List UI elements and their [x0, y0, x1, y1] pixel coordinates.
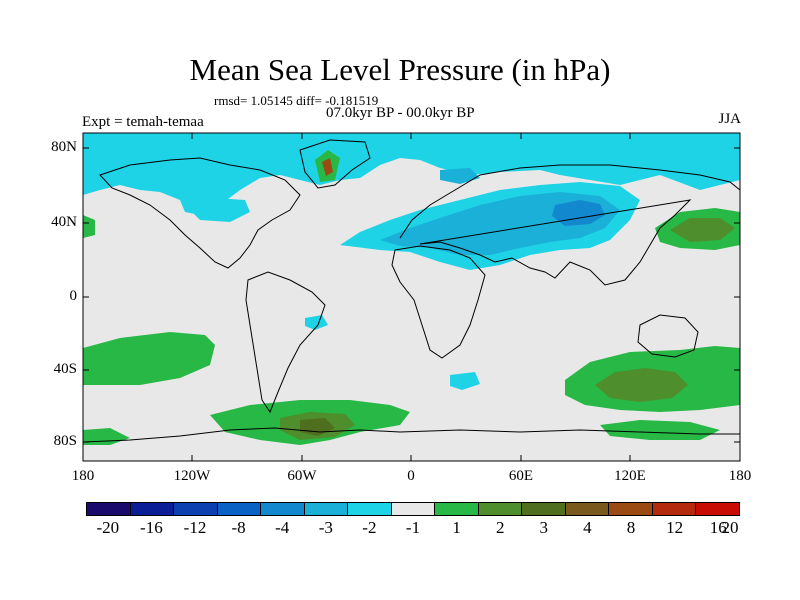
- colorbar-box: [609, 503, 653, 515]
- y-tick-label: 40N: [51, 214, 77, 230]
- x-tick-label: 120E: [614, 468, 646, 484]
- colorbar-box: [174, 503, 218, 515]
- colorbar-box: [261, 503, 305, 515]
- south-pacific-positive-region: [83, 332, 215, 385]
- colorbar-tick-label: 12: [666, 518, 684, 537]
- colorbar-tick-label: 16: [709, 518, 727, 537]
- colorbar: [86, 502, 740, 516]
- x-tick-label: 60W: [287, 468, 317, 484]
- colorbar-box: [87, 503, 131, 515]
- x-tick-label: 180: [71, 468, 95, 484]
- colorbar-tick-label: -12: [183, 518, 207, 537]
- colorbar-tick-label: -16: [140, 518, 163, 537]
- arctic-negative-region: [83, 133, 740, 215]
- y-tick-label: 40S: [53, 361, 77, 377]
- x-tick-label: 120W: [173, 468, 211, 484]
- antarctic-east-patch: [600, 420, 720, 440]
- colorbar-tick-label: -8: [231, 518, 246, 537]
- season-label: JJA: [718, 111, 741, 127]
- greenland-strong-patch: [322, 158, 333, 176]
- x-tick-label: 60E: [508, 468, 534, 484]
- colorbar-box: [478, 503, 523, 515]
- x-tick-label: 0: [407, 468, 415, 484]
- y-tick-label: 80S: [53, 433, 77, 449]
- axis-ticks: [82, 133, 741, 461]
- colorbar-box: [435, 503, 479, 515]
- colorbar-box: [130, 503, 175, 515]
- colorbar-tick-label: 1: [452, 518, 461, 537]
- colorbar-tick-label: 3: [539, 518, 549, 537]
- colorbar-box: [304, 503, 349, 515]
- colorbar-box: [696, 503, 739, 515]
- colorbar-tick-label: 8: [626, 518, 636, 537]
- colorbar-box: [565, 503, 610, 515]
- eurasia-core-region: [552, 200, 605, 226]
- map-title: Mean Sea Level Pressure (in hPa): [189, 52, 611, 87]
- south-america-coast: [245, 271, 326, 414]
- y-tick-label: 80N: [51, 139, 77, 155]
- stats-label: rmsd= 1.05145 diff= -0.181519: [214, 93, 379, 108]
- australia-coast: [637, 314, 699, 358]
- southern-ocean-negative-patch: [450, 372, 480, 390]
- colorbar-box: [217, 503, 262, 515]
- colorbar-tick-label: 20: [721, 518, 739, 537]
- y-tick-label: 0: [69, 288, 78, 304]
- x-tick-label: 180: [728, 468, 752, 484]
- colorbar-box: [391, 503, 436, 515]
- experiment-label: Expt = temah-temaa: [82, 114, 204, 130]
- north-america-coast: [99, 157, 301, 269]
- north-pacific-core: [670, 218, 735, 242]
- colorbar-tick-label: -4: [275, 518, 290, 537]
- europe-asia-coast: [399, 164, 740, 286]
- arctic-blue-patch: [440, 168, 480, 184]
- north-atlantic-negative-patch: [185, 198, 250, 222]
- colorbar-box: [652, 503, 697, 515]
- south-atlantic-negative-patch: [305, 315, 328, 330]
- colorbar-tick-label: 4: [583, 518, 592, 537]
- east-pacific-edge-patch: [83, 215, 95, 238]
- antarctica-coast: [83, 427, 740, 443]
- colorbar-box: [348, 503, 392, 515]
- colorbar-tick-label: -2: [362, 518, 377, 537]
- pressure-field: [83, 133, 740, 445]
- colorbar-box: [522, 503, 566, 515]
- period-label: 07.0kyr BP - 00.0kyr BP: [326, 105, 475, 121]
- colorbar-tick-label: -3: [318, 518, 333, 537]
- colorbar-tick-label: -20: [96, 518, 120, 537]
- south-indian-core: [595, 368, 688, 402]
- greenland-coast: [299, 139, 371, 189]
- africa-coast: [391, 245, 486, 359]
- colorbar-tick-label: -1: [405, 518, 421, 537]
- coastlines: [83, 139, 740, 443]
- colorbar-tick-label: 2: [495, 518, 505, 537]
